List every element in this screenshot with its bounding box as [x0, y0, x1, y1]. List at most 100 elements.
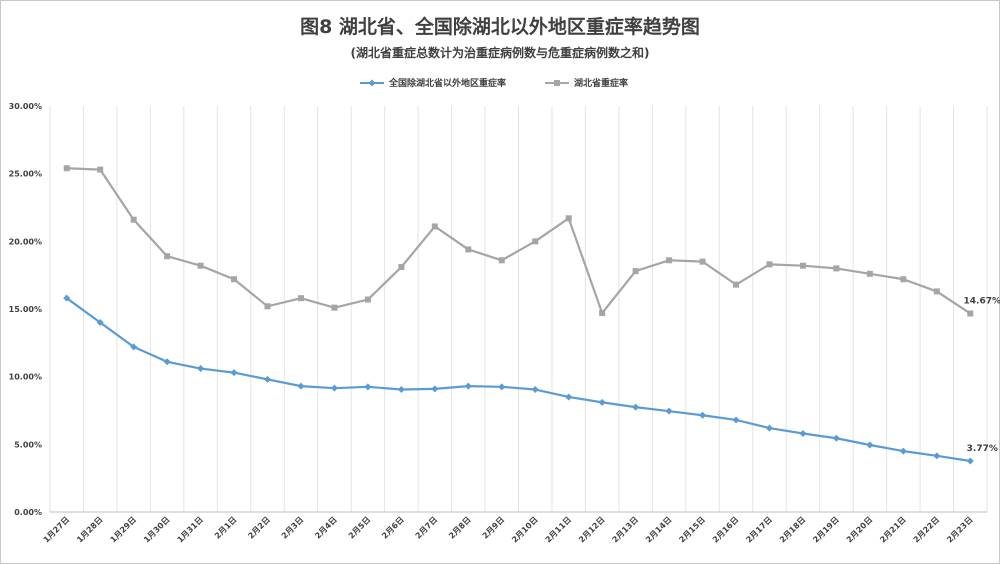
- data-point-diamond: [163, 358, 171, 366]
- x-tick-label: 2月21日: [878, 515, 907, 544]
- data-point-square: [431, 223, 438, 230]
- data-point-diamond: [832, 434, 840, 442]
- x-tick-label: 2月19日: [811, 515, 840, 544]
- data-point-square: [130, 216, 137, 223]
- x-tick-label: 2月2日: [246, 515, 272, 541]
- axes: 0.00% 5.00% 10.00% 15.00% 20.00% 25.00% 30.00%…: [9, 102, 987, 545]
- end-data-label: 14.67%: [964, 296, 1000, 306]
- legend-marker-square: [554, 80, 560, 86]
- x-tick-label: 2月3日: [280, 515, 306, 541]
- series: 3.77% 14.67%: [63, 165, 1000, 465]
- data-point-square: [967, 310, 974, 317]
- y-tick-label: 0.00%: [14, 508, 42, 517]
- data-point-square: [231, 276, 238, 283]
- data-point-diamond: [966, 457, 974, 465]
- data-point-square: [297, 295, 304, 302]
- y-tick-label: 25.00%: [9, 170, 42, 179]
- data-point-square: [699, 258, 706, 265]
- x-tick-label: 2月12日: [577, 515, 606, 544]
- data-point-diamond: [230, 369, 238, 377]
- x-tick-label: 1月31日: [176, 515, 205, 544]
- data-point-diamond: [699, 411, 707, 419]
- data-point-square: [565, 215, 572, 222]
- data-point-square: [331, 304, 338, 311]
- series-line-2: [66, 167, 971, 315]
- x-tick-label: 2月1日: [213, 515, 239, 541]
- x-tick-label: 2月17日: [744, 515, 773, 544]
- legend-label: 湖北省重症率: [574, 77, 628, 89]
- data-point-square: [498, 257, 505, 264]
- x-tick-label: 1月27日: [42, 515, 71, 544]
- data-point-square: [398, 264, 405, 271]
- data-point-square: [866, 270, 873, 277]
- x-tick-label: 2月5日: [347, 515, 373, 541]
- data-point-diamond: [598, 398, 606, 406]
- data-point-square: [364, 296, 371, 303]
- x-tick-label: 2月16日: [711, 515, 740, 544]
- data-point-square: [63, 165, 70, 172]
- legend-label: 全国除湖北省以外地区重症率: [388, 77, 506, 89]
- data-point-square: [733, 281, 740, 288]
- data-point-square: [799, 262, 806, 269]
- data-point-square: [632, 268, 639, 275]
- data-point-diamond: [765, 424, 773, 432]
- data-point-diamond: [63, 294, 71, 302]
- x-tick-label: 2月7日: [414, 515, 440, 541]
- legend: 全国除湖北省以外地区重症率 湖北省重症率: [360, 77, 628, 89]
- y-tick-label: 30.00%: [9, 102, 42, 111]
- x-tick-label: 1月30日: [142, 515, 171, 544]
- x-tick-label: 2月15日: [677, 515, 706, 544]
- data-point-diamond: [531, 386, 539, 394]
- data-point-square: [532, 238, 539, 245]
- data-point-diamond: [364, 383, 372, 391]
- data-point-square: [833, 265, 840, 272]
- x-tick-label: 2月11日: [544, 515, 573, 544]
- data-point-square: [599, 310, 606, 317]
- data-point-square: [264, 303, 271, 310]
- y-tick-label: 10.00%: [9, 373, 42, 382]
- data-point-diamond: [431, 385, 439, 393]
- x-tick-label: 2月20日: [845, 515, 874, 544]
- chart-title: 图8 湖北省、全国除湖北以外地区重症率趋势图: [300, 16, 700, 38]
- data-point-diamond: [464, 382, 472, 390]
- data-point-diamond: [197, 365, 205, 373]
- y-tick-label: 20.00%: [9, 237, 42, 246]
- gridlines: [49, 106, 988, 512]
- data-point-diamond: [632, 403, 640, 411]
- data-point-diamond: [732, 416, 740, 424]
- x-tick-label: 2月4日: [313, 515, 339, 541]
- y-tick-label: 5.00%: [14, 440, 42, 449]
- legend-marker-diamond: [368, 79, 376, 87]
- data-point-square: [666, 257, 673, 264]
- data-point-diamond: [130, 343, 138, 351]
- data-point-diamond: [565, 393, 573, 401]
- x-tick-label: 2月13日: [611, 515, 640, 544]
- x-tick-label: 2月23日: [945, 515, 974, 544]
- data-point-square: [164, 253, 171, 260]
- x-tick-label: 2月9日: [481, 515, 507, 541]
- data-point-diamond: [297, 382, 305, 390]
- data-point-diamond: [397, 386, 405, 394]
- data-point-diamond: [866, 441, 874, 449]
- x-tick-label: 2月6日: [380, 515, 406, 541]
- data-point-square: [900, 276, 907, 283]
- x-tick-label: 2月14日: [644, 515, 673, 544]
- series-line-1: [66, 297, 971, 463]
- chart-subtitle: (湖北省重症总数计为治重症病例数与危重症病例数之和): [350, 46, 650, 60]
- x-tick-label: 1月29日: [109, 515, 138, 544]
- data-point-diamond: [264, 375, 272, 383]
- data-point-square: [933, 288, 940, 295]
- x-tick-label: 2月10日: [510, 515, 539, 544]
- end-data-label: 3.77%: [967, 444, 998, 454]
- data-point-square: [465, 246, 472, 253]
- x-tick-label: 2月18日: [778, 515, 807, 544]
- x-tick-label: 1月28日: [75, 515, 104, 544]
- data-point-square: [766, 261, 773, 268]
- data-point-diamond: [96, 319, 104, 327]
- data-point-diamond: [799, 430, 807, 438]
- x-tick-label: 2月22日: [912, 515, 941, 544]
- data-point-diamond: [899, 447, 907, 455]
- y-tick-label: 15.00%: [9, 305, 42, 314]
- data-point-square: [197, 262, 204, 269]
